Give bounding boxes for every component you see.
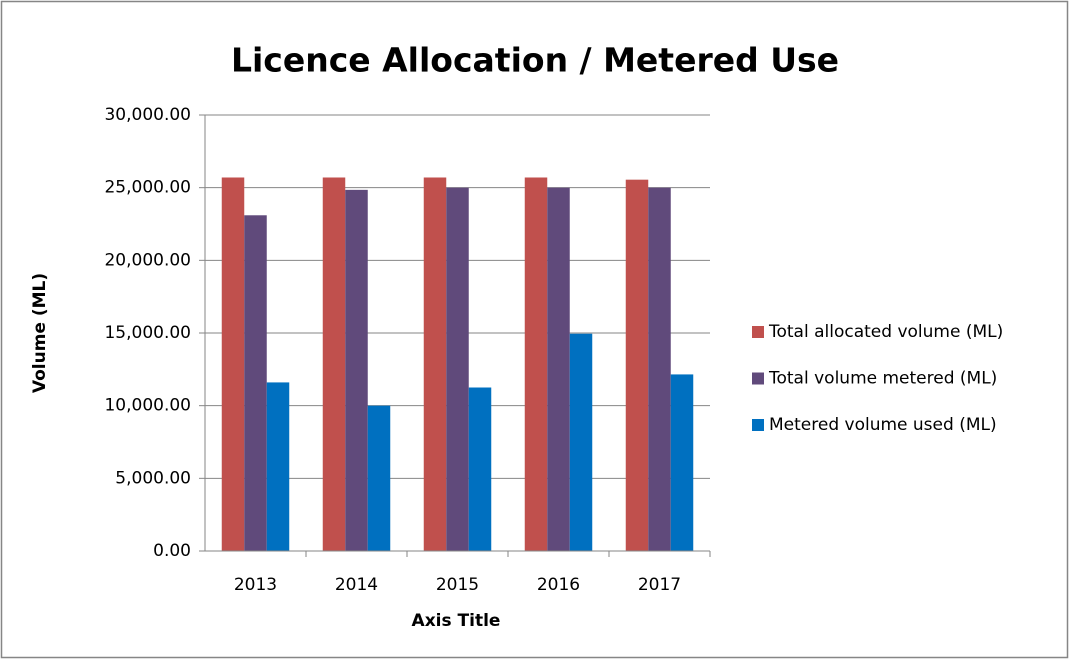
y-tick-label: 15,000.00 [104, 323, 191, 343]
y-tick-label: 20,000.00 [104, 250, 191, 270]
x-tick-label: 2017 [638, 575, 681, 595]
legend-label: Total volume metered (ML) [768, 369, 997, 389]
bar [266, 382, 290, 551]
y-tick-label: 0.00 [153, 541, 191, 561]
y-tick-label: 30,000.00 [104, 105, 191, 125]
y-tick-label: 5,000.00 [115, 468, 191, 488]
bar [423, 177, 447, 551]
bar [524, 177, 548, 551]
legend-swatch [752, 326, 764, 338]
bar [569, 333, 593, 551]
y-tick-label: 25,000.00 [104, 178, 191, 198]
x-tick-label: 2013 [234, 575, 277, 595]
bar [446, 187, 469, 551]
x-tick-label: 2015 [436, 575, 479, 595]
y-axis-title: Volume (ML) [30, 273, 50, 393]
legend-swatch [752, 372, 764, 385]
bar [670, 374, 694, 551]
bar [625, 179, 649, 551]
legend-label: Total allocated volume (ML) [768, 322, 1003, 342]
bar [547, 187, 570, 551]
bar [367, 405, 391, 551]
bar [221, 177, 245, 551]
chart-title: Licence Allocation / Metered Use [231, 41, 839, 80]
bar [322, 177, 346, 551]
y-tick-label: 10,000.00 [104, 396, 191, 416]
bar [648, 187, 671, 551]
legend-swatch [752, 419, 764, 431]
legend-label: Metered volume used (ML) [769, 415, 997, 435]
bar [345, 189, 368, 551]
bar [468, 387, 492, 551]
x-tick-label: 2016 [537, 575, 580, 595]
x-tick-label: 2014 [335, 575, 378, 595]
bar [244, 215, 267, 551]
x-axis-title: Axis Title [412, 611, 501, 631]
